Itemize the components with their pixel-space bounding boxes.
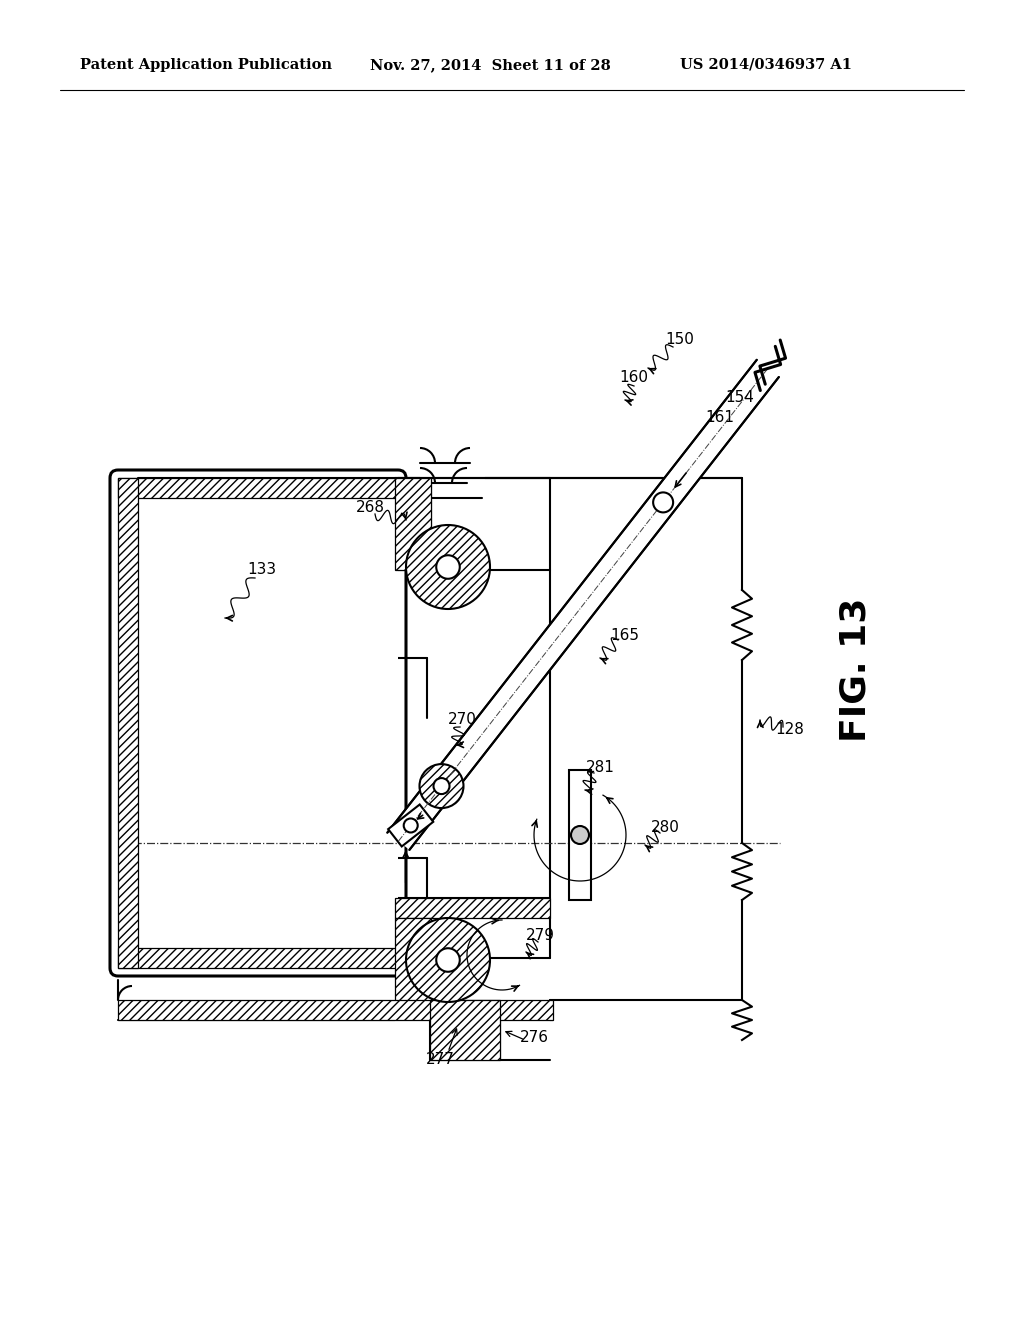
Text: 161: 161 [706,411,734,425]
Text: 280: 280 [650,821,680,836]
Text: 154: 154 [726,391,755,405]
Bar [118,478,138,968]
Bar [118,948,398,968]
Bar [118,1001,553,1020]
Text: 128: 128 [775,722,805,738]
Polygon shape [388,804,433,846]
Text: 279: 279 [525,928,555,942]
Circle shape [406,525,490,609]
Text: 150: 150 [666,333,694,347]
FancyBboxPatch shape [110,470,406,975]
Circle shape [420,764,464,808]
Text: 133: 133 [248,562,276,578]
Bar [569,770,591,900]
Bar [118,478,398,498]
Polygon shape [387,360,779,850]
Text: 270: 270 [447,713,476,727]
Text: US 2014/0346937 A1: US 2014/0346937 A1 [680,58,852,73]
Circle shape [436,556,460,578]
Text: 281: 281 [586,760,614,776]
Bar [138,498,398,948]
Text: 276: 276 [519,1031,549,1045]
Circle shape [403,818,418,833]
Circle shape [653,492,673,512]
Circle shape [436,948,460,972]
Circle shape [433,777,450,795]
Bar [395,478,431,570]
Text: Nov. 27, 2014  Sheet 11 of 28: Nov. 27, 2014 Sheet 11 of 28 [370,58,610,73]
Circle shape [406,917,490,1002]
Bar [395,898,550,917]
Bar [430,1001,500,1060]
Circle shape [571,826,589,843]
Text: FIG. 13: FIG. 13 [838,598,872,742]
Text: 268: 268 [355,500,384,516]
Text: 277: 277 [426,1052,455,1068]
Text: 165: 165 [610,627,640,643]
Text: Patent Application Publication: Patent Application Publication [80,58,332,73]
Bar [395,917,431,1018]
Text: 160: 160 [620,371,648,385]
